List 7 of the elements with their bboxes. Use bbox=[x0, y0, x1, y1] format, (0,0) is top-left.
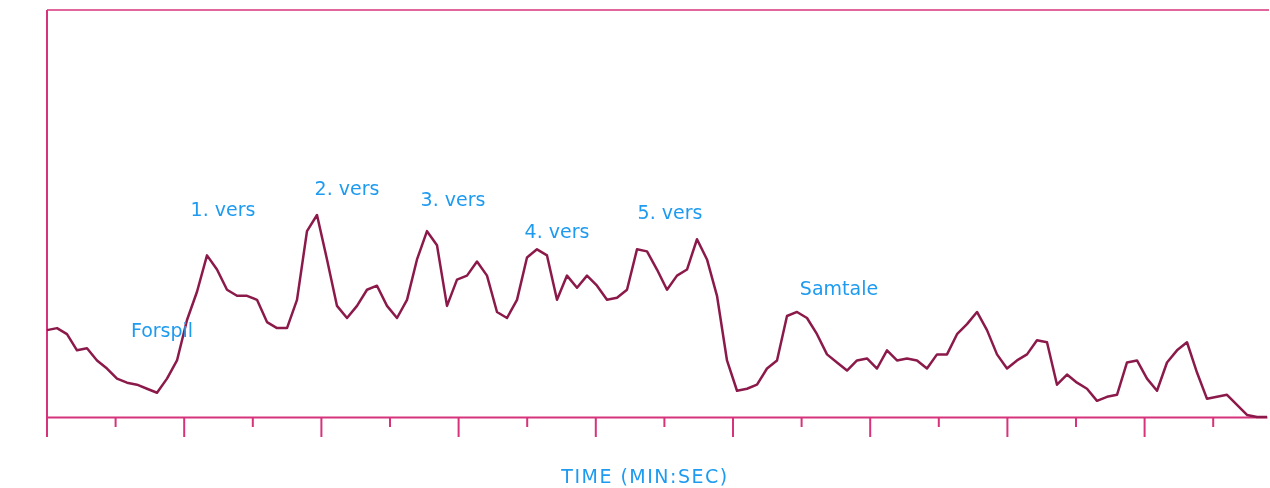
annotation: 1. vers bbox=[190, 197, 256, 220]
text: 3. vers bbox=[420, 187, 486, 210]
annotation: 4. vers bbox=[524, 219, 590, 242]
x-axis-title: TIME (MIN:SEC) bbox=[560, 464, 729, 487]
annotation: Samtale bbox=[799, 276, 879, 299]
text: 2. vers bbox=[314, 176, 380, 199]
annotation: 5. vers bbox=[637, 200, 703, 223]
